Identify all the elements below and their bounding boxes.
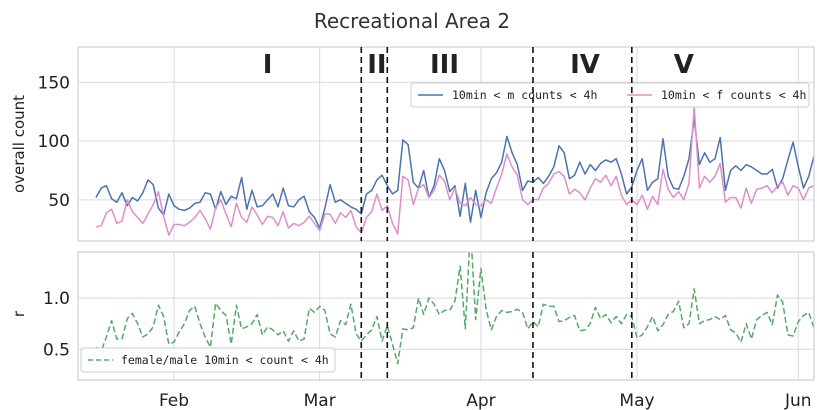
x-tick-label: May bbox=[619, 391, 654, 410]
x-tick-label: Mar bbox=[304, 391, 336, 410]
y-tick-label: 50 bbox=[48, 191, 70, 211]
legend-label-ratio: female/male 10min < count < 4h bbox=[121, 353, 329, 367]
phase-label: III bbox=[430, 50, 459, 80]
phase-label: IV bbox=[570, 50, 600, 80]
y-axis-label-top: overall count bbox=[10, 95, 28, 193]
x-tick-label: Feb bbox=[159, 391, 189, 410]
panel-ratio: r 0.5 1.0 female/male 10min < count < 4h bbox=[10, 251, 815, 381]
y-tick-label: 150 bbox=[38, 73, 70, 93]
series-line-m bbox=[95, 117, 814, 229]
phase-label: V bbox=[674, 50, 694, 80]
y-axis-label-bottom: r bbox=[10, 310, 28, 317]
legend-top: 10min < m counts < 4h 10min < f counts <… bbox=[410, 82, 810, 108]
legend-bottom: female/male 10min < count < 4h bbox=[80, 347, 336, 373]
series-line-ratio bbox=[95, 252, 814, 365]
y-tick-label: 0.5 bbox=[43, 340, 70, 360]
legend-label-f: 10min < f counts < 4h bbox=[661, 88, 806, 102]
panel-bottom-frame bbox=[77, 251, 815, 381]
panel-top-frame bbox=[77, 46, 815, 242]
legend-label-m: 10min < m counts < 4h bbox=[452, 88, 597, 102]
y-tick-label: 100 bbox=[38, 132, 70, 152]
legend-bottom-box bbox=[80, 347, 336, 373]
legend-top-box bbox=[410, 82, 810, 108]
x-tick-label: Jun bbox=[784, 391, 812, 410]
phase-label: II bbox=[367, 50, 386, 80]
phase-label: I bbox=[263, 50, 273, 80]
y-tick-label: 1.0 bbox=[43, 289, 70, 309]
chart-title: Recreational Area 2 bbox=[314, 9, 510, 33]
x-tick-label: Apr bbox=[466, 391, 495, 410]
series-line-f bbox=[95, 105, 814, 236]
